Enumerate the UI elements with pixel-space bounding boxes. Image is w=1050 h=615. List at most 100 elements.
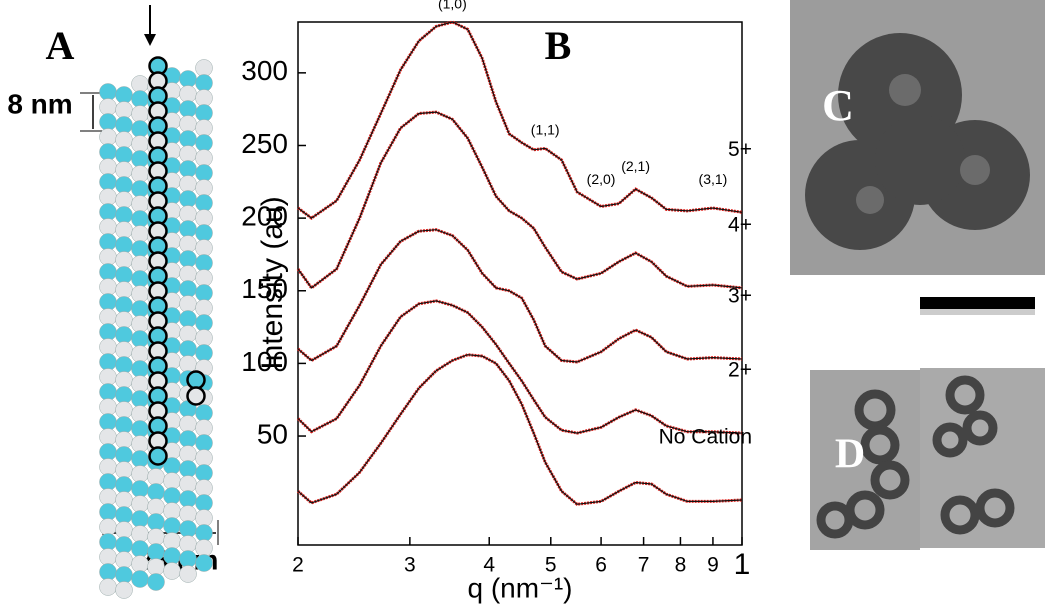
sphere xyxy=(99,548,117,566)
sphere xyxy=(131,150,149,168)
y-tick-label: 100 xyxy=(241,346,288,377)
sphere xyxy=(179,205,197,223)
sphere xyxy=(115,116,133,134)
sphere xyxy=(99,503,117,521)
sphere xyxy=(131,375,149,393)
tracked-sphere xyxy=(186,386,206,406)
sphere xyxy=(163,517,181,535)
scale-bar xyxy=(920,297,1035,309)
sphere xyxy=(131,105,149,123)
sphere xyxy=(131,420,149,438)
sphere xyxy=(99,398,117,416)
panel-label: D xyxy=(835,432,865,478)
sphere xyxy=(195,434,213,452)
sphere xyxy=(131,480,149,498)
sphere xyxy=(179,550,197,568)
sphere xyxy=(115,341,133,359)
sphere xyxy=(115,476,133,494)
x-tick-label: 7 xyxy=(638,554,650,577)
sphere xyxy=(179,190,197,208)
sphere xyxy=(179,220,197,238)
fit-curve xyxy=(297,21,743,219)
sphere xyxy=(99,563,117,581)
sphere xyxy=(179,520,197,538)
panel-b: B Intensity (au) q (nm⁻¹) 50 100 150 200 250… xyxy=(241,0,752,603)
sphere xyxy=(115,206,133,224)
sphere xyxy=(195,194,213,212)
sphere xyxy=(195,539,213,557)
scale-bar-shadow xyxy=(920,309,1035,315)
sphere xyxy=(131,450,149,468)
sphere xyxy=(115,221,133,239)
sphere xyxy=(115,581,133,599)
sphere xyxy=(179,295,197,313)
sphere xyxy=(131,120,149,138)
peak-annotation: (3,1) xyxy=(699,171,728,187)
sphere xyxy=(179,235,197,253)
y-tick-label: 250 xyxy=(241,128,288,159)
sphere xyxy=(179,415,197,433)
sphere xyxy=(131,390,149,408)
sphere xyxy=(131,195,149,213)
x-tick-label: 9 xyxy=(707,554,719,577)
curve-label: 3+ xyxy=(728,285,752,308)
sphere xyxy=(131,555,149,573)
sphere xyxy=(179,535,197,553)
sphere xyxy=(115,431,133,449)
sphere xyxy=(99,233,117,251)
sphere xyxy=(99,188,117,206)
sphere xyxy=(195,314,213,332)
fit-curve xyxy=(297,111,743,289)
sphere xyxy=(115,536,133,554)
sphere xyxy=(115,311,133,329)
sphere xyxy=(99,533,117,551)
sphere xyxy=(115,386,133,404)
sphere xyxy=(115,251,133,269)
sphere xyxy=(195,494,213,512)
sphere xyxy=(115,506,133,524)
sphere xyxy=(131,300,149,318)
sphere xyxy=(179,565,197,583)
sphere xyxy=(179,175,197,193)
sphere xyxy=(131,135,149,153)
sphere xyxy=(147,558,165,576)
sphere xyxy=(147,468,165,486)
sphere xyxy=(195,284,213,302)
sphere xyxy=(115,281,133,299)
sphere xyxy=(99,278,117,296)
sphere xyxy=(115,296,133,314)
sphere xyxy=(131,495,149,513)
panel-label: A xyxy=(46,23,75,68)
sphere xyxy=(99,293,117,311)
x-tick-label: 1 xyxy=(734,548,751,581)
sphere xyxy=(99,473,117,491)
sphere-column xyxy=(99,56,213,599)
sphere xyxy=(99,308,117,326)
sphere xyxy=(115,86,133,104)
sphere xyxy=(99,428,117,446)
data-curve xyxy=(296,299,743,435)
sphere xyxy=(195,554,213,572)
sphere xyxy=(115,326,133,344)
sphere xyxy=(99,413,117,431)
sphere xyxy=(115,446,133,464)
sphere xyxy=(115,551,133,569)
sphere xyxy=(147,528,165,546)
arrowhead xyxy=(144,34,156,46)
peak-annotation: (2,0) xyxy=(587,171,616,187)
sphere xyxy=(131,165,149,183)
peak-annotation: (1,0) xyxy=(438,0,467,11)
sphere xyxy=(115,566,133,584)
sphere xyxy=(99,353,117,371)
fit-curve xyxy=(297,229,743,363)
sphere xyxy=(195,104,213,122)
sphere xyxy=(131,240,149,258)
x-tick-label: 6 xyxy=(595,554,607,577)
sphere xyxy=(115,356,133,374)
sphere xyxy=(131,345,149,363)
curve-label: No Cation xyxy=(659,426,752,449)
sphere xyxy=(179,160,197,178)
panel-label: C xyxy=(822,81,854,130)
sphere xyxy=(163,547,181,565)
